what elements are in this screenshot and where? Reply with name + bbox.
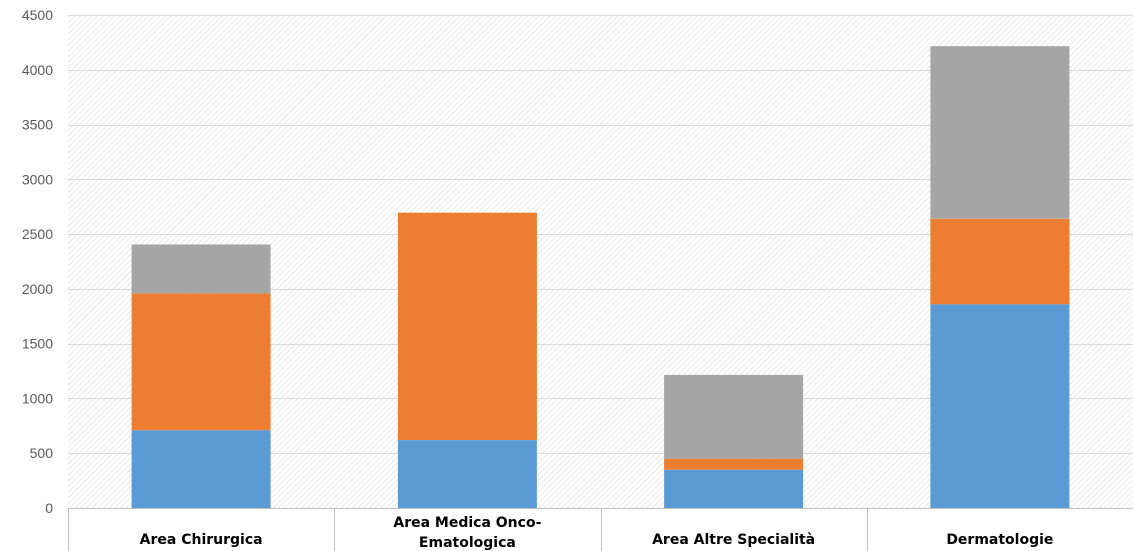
y-tick-label: 2000 — [22, 281, 53, 297]
category-label: Ematologica — [419, 535, 516, 551]
bar-segment — [131, 293, 271, 431]
y-tick-labels: 0 500 1000 1500 2000 2500 3000 3500 4000 4500 — [22, 7, 53, 516]
y-tick-label: 3000 — [22, 171, 53, 187]
axes — [68, 508, 1133, 551]
category-label: Area Altre Specialità — [652, 532, 815, 548]
bar-segment — [664, 374, 804, 459]
bar-segment — [397, 440, 537, 508]
y-tick-label: 3500 — [22, 117, 53, 133]
bar-segment — [930, 218, 1070, 305]
y-tick-label: 2500 — [22, 226, 53, 242]
bar-segment — [131, 430, 271, 508]
bar-segment — [664, 458, 804, 470]
category-label: Dermatologie — [946, 532, 1053, 548]
category-label: Area Chirurgica — [140, 532, 263, 548]
y-tick-label: 4000 — [22, 62, 53, 78]
bar-segment — [930, 46, 1070, 219]
category-labels: Area Chirurgica Area Medica Onco- Ematolog… — [140, 515, 1054, 551]
y-tick-label: 500 — [30, 445, 54, 461]
y-tick-label: 1000 — [22, 390, 53, 406]
bars — [131, 46, 1070, 508]
bar-segment — [930, 304, 1070, 508]
bar-segment — [397, 212, 537, 440]
bar-segment — [664, 469, 804, 508]
y-tick-label: 4500 — [22, 7, 53, 23]
bar-segment — [131, 244, 271, 294]
category-label: Area Medica Onco- — [393, 515, 541, 531]
y-tick-label: 0 — [45, 500, 53, 516]
y-tick-label: 1500 — [22, 336, 53, 352]
